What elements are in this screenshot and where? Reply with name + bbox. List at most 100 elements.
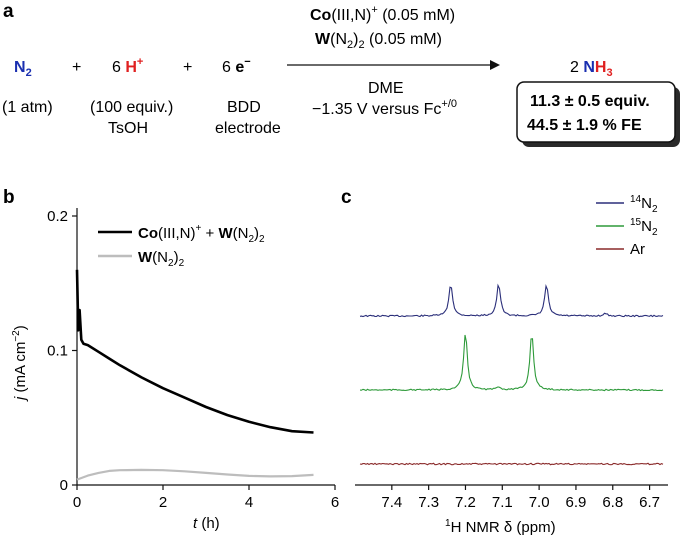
catalyst-w-sub2: 2 [358, 39, 364, 51]
catalyst-co-bold: Co [310, 7, 332, 24]
panel-b-y-tick-label: 0 [60, 477, 68, 494]
panel-b-y-label-unit: (mA cm [12, 342, 29, 397]
legend-14n2-main: N [641, 195, 652, 212]
legend-15n2-sup: 15 [630, 217, 642, 228]
panel-c-x-label-text: H NMR δ (ppm) [451, 519, 556, 536]
species-electron: 6 e− [222, 56, 251, 76]
panel-b-x-tick-label: 2 [159, 494, 167, 511]
legend-w-sub: 2 [248, 234, 254, 245]
panel-c-legend: 14N2 15N2 Ar [596, 194, 658, 258]
product-sub: 3 [606, 67, 612, 79]
panel-b-x-tick-label: 0 [73, 494, 81, 511]
legend-entry-w: W(N2)2 [138, 249, 185, 269]
product-coef: 2 [570, 59, 583, 76]
legend-w-sub2: 2 [259, 234, 265, 245]
potential-sup: +/0 [441, 98, 457, 110]
panel-b-series [75, 269, 314, 481]
catalyst-co-rest: (III,N) [331, 7, 371, 24]
catalyst-w-conc: (0.05 mM) [365, 31, 442, 48]
series-line-co-w [75, 269, 314, 434]
plus-sign-1: + [72, 59, 81, 76]
legend2-w-rest: (N [152, 249, 168, 266]
species-n2: N2 [14, 59, 32, 79]
series-spectrum-14n2 [359, 283, 664, 318]
species-electron-sup: − [244, 56, 250, 68]
result-box [516, 81, 676, 143]
species-proton: 6 H+ [112, 56, 143, 76]
panel-b-y-label-var: j [12, 396, 29, 402]
legend-w-bold: W [218, 225, 233, 242]
panel-c-ticks: 7.4 7.3 7.2 7.1 7.0 6.9 6.8 6.7 [381, 485, 660, 511]
panel-c-x-tick-label: 7.4 [381, 494, 402, 511]
species-proton-sup: + [137, 56, 143, 68]
panel-b-axes [76, 208, 335, 486]
series-line-w [76, 468, 314, 481]
species-proton-main: H [125, 59, 137, 76]
legend-entry-14n2: 14N2 [630, 194, 658, 215]
solvent-label: DME [368, 80, 404, 97]
catalyst-w-sub: 2 [347, 39, 353, 51]
panel-c-x-tick-label: 7.2 [455, 494, 476, 511]
result-fe: 44.5 ± 1.9 % FE [527, 117, 642, 134]
species-electron-coef: 6 [222, 59, 235, 76]
species-n2-note: (1 atm) [2, 99, 53, 116]
panel-b-label: b [3, 187, 15, 208]
catalyst-w-bold: W [315, 31, 331, 48]
legend2-w-sub2: 2 [179, 258, 185, 269]
product-h: H [595, 59, 607, 76]
series-spectrum-ar [359, 462, 664, 466]
panel-a-label: a [3, 1, 14, 22]
legend-w-rest: (N [233, 225, 249, 242]
species-electron-main: e [235, 59, 244, 76]
panel-c-x-label-sup: 1 [445, 518, 451, 529]
reaction-arrow-head [490, 60, 500, 70]
catalyst-co-sup: + [371, 4, 377, 16]
panel-c-label: c [341, 187, 352, 208]
species-proton-note1: (100 equiv.) [90, 99, 173, 116]
species-electron-note2: electrode [215, 120, 281, 137]
catalyst-w-rest: (N [330, 31, 347, 48]
panel-b-y-tick-label: 0.1 [47, 343, 68, 360]
result-equiv: 11.3 ± 0.5 equiv. [530, 93, 650, 110]
species-n2-sub: 2 [26, 67, 32, 79]
panel-b-x-tick-label: 6 [331, 494, 339, 511]
product-nh3: 2 NH3 [570, 59, 613, 79]
panel-c: c 7.4 7.3 7.2 7.1 7.0 6.9 6.8 6.7 1H NMR δ (ppm… [341, 187, 668, 536]
catalyst-co-conc: (0.05 mM) [378, 7, 455, 24]
catalyst-line-1: Co(III,N)+ (0.05 mM) [310, 4, 455, 24]
legend-entry-ar: Ar [630, 241, 645, 258]
panel-b-x-tick-label: 4 [245, 494, 253, 511]
panel-c-x-tick-label: 6.8 [602, 494, 623, 511]
panel-b-y-label: j (mA cm−2) [11, 325, 29, 402]
catalyst-w-close: ) [353, 31, 358, 48]
panel-b-legend: Co(III,N)+ + W(N2)2 W(N2)2 [98, 223, 265, 269]
legend-14n2-sub: 2 [652, 204, 658, 215]
panel-a: a N2 (1 atm) + 6 H+ (100 equiv.) TsOH + … [2, 1, 680, 147]
legend2-w-sub: 2 [168, 258, 174, 269]
plus-sign-2: + [183, 59, 192, 76]
legend-co-sup: + [196, 223, 202, 234]
legend2-w-bold: W [138, 249, 153, 266]
series-spectrum-15n2 [359, 334, 664, 392]
panel-c-series [359, 283, 664, 466]
legend-15n2-main: N [641, 218, 652, 235]
panel-b-x-label: t (h) [193, 515, 220, 532]
legend-co-plus: + [201, 225, 218, 242]
species-proton-note2: TsOH [108, 120, 148, 137]
panel-c-x-label: 1H NMR δ (ppm) [445, 518, 556, 536]
panel-c-x-tick-label: 7.0 [529, 494, 550, 511]
catalyst-line-2: W(N2)2 (0.05 mM) [315, 31, 442, 51]
panel-c-x-tick-label: 6.9 [566, 494, 587, 511]
legend-14n2-sup: 14 [630, 194, 642, 205]
potential-text: −1.35 V versus Fc [312, 101, 441, 118]
legend-co-rest: (III,N) [158, 225, 196, 242]
legend-entry-co-w: Co(III,N)+ + W(N2)2 [138, 223, 265, 245]
panel-b-ticks: 0 2 4 6 0 0.1 0.2 [47, 208, 339, 511]
panel-b-x-label-unit: (h) [197, 515, 220, 532]
species-electron-note1: BDD [227, 99, 261, 116]
panel-c-x-tick-label: 7.3 [418, 494, 439, 511]
potential-label: −1.35 V versus Fc+/0 [312, 98, 457, 118]
product-n: N [583, 59, 595, 76]
panel-c-x-tick-label: 6.7 [639, 494, 660, 511]
